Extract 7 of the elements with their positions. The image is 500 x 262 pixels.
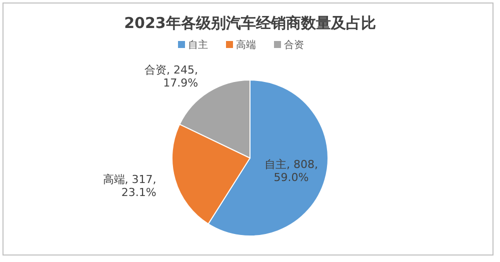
data-label: 高端, 317, 23.1% <box>102 172 156 199</box>
chart-title: 2023年各级别汽车经销商数量及占比 <box>124 14 376 32</box>
legend-label: 自主 <box>188 39 208 51</box>
data-label: 自主, 808, 59.0% <box>264 158 318 184</box>
legend-label: 合资 <box>284 39 304 51</box>
data-label: 合资, 245, 17.9% <box>144 63 198 90</box>
legend-label: 高端 <box>236 39 256 51</box>
